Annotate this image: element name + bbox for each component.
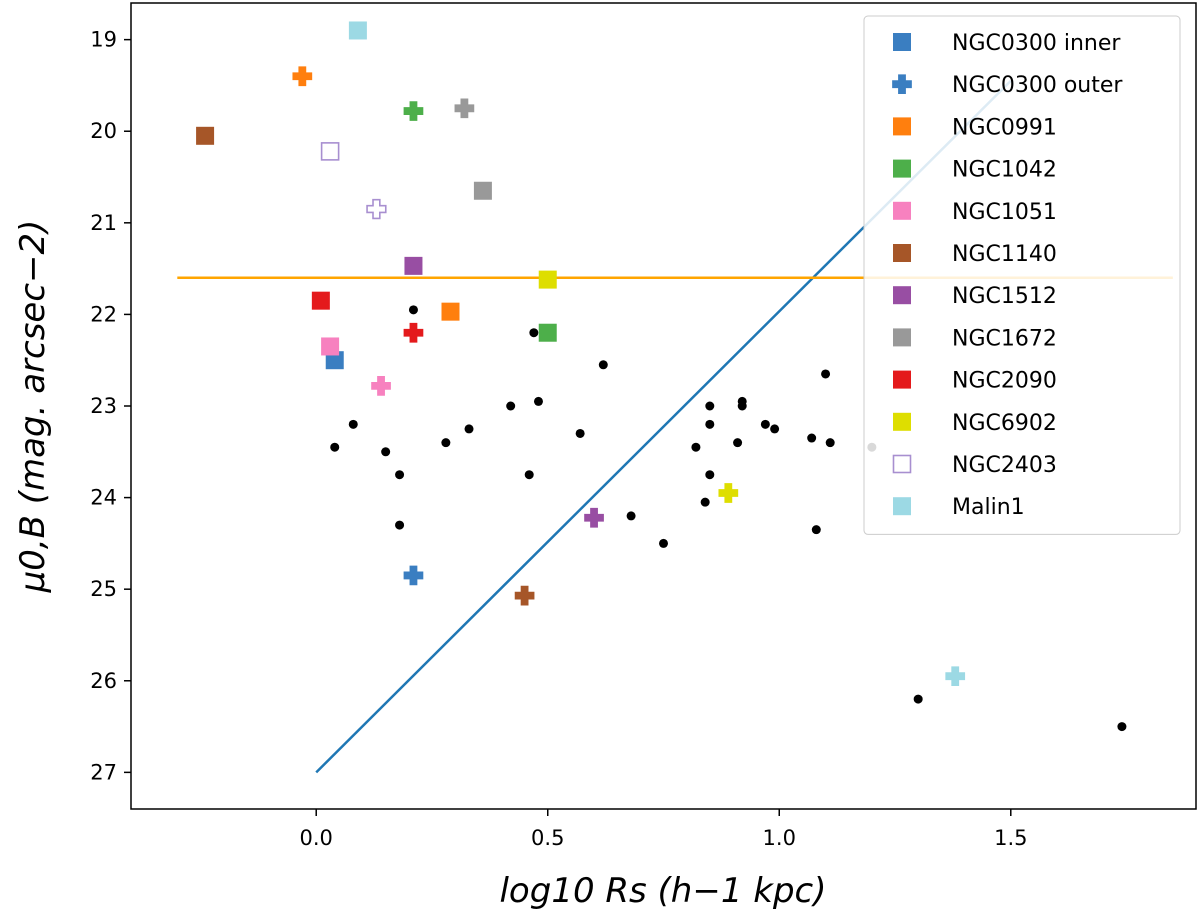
y-tick-label: 22 bbox=[90, 302, 117, 326]
legend-marker bbox=[893, 117, 911, 136]
black-point bbox=[770, 424, 780, 434]
legend-label: NGC1051 bbox=[952, 200, 1057, 225]
black-point bbox=[825, 438, 835, 448]
legend-marker bbox=[893, 244, 911, 262]
x-axis-label: log10 Rs (h−1 kpc) bbox=[499, 871, 826, 911]
galaxy-marker-square bbox=[348, 21, 367, 40]
black-point bbox=[705, 419, 715, 429]
legend-marker bbox=[893, 497, 911, 516]
galaxy-marker-plus bbox=[403, 322, 424, 343]
legend-marker bbox=[892, 74, 912, 95]
black-point bbox=[733, 438, 743, 448]
black-point bbox=[737, 401, 747, 411]
black-point bbox=[575, 428, 585, 438]
legend-marker bbox=[893, 370, 911, 389]
legend-label: NGC6902 bbox=[952, 411, 1057, 436]
legend-marker bbox=[893, 201, 911, 220]
x-tick-label: 1.0 bbox=[763, 826, 796, 850]
galaxy-marker-plus bbox=[945, 666, 966, 687]
black-point bbox=[705, 470, 715, 480]
legend-marker bbox=[893, 286, 911, 305]
black-point bbox=[395, 470, 405, 480]
legend-label: NGC2090 bbox=[952, 369, 1057, 394]
black-point bbox=[760, 419, 770, 429]
black-point bbox=[700, 497, 710, 507]
galaxy-marker-plus bbox=[584, 507, 604, 528]
x-tick-label: 0.5 bbox=[531, 826, 564, 850]
galaxy-marker-square bbox=[441, 302, 460, 321]
y-tick-label: 19 bbox=[90, 28, 117, 52]
galaxy-marker-square bbox=[320, 142, 340, 161]
galaxy-marker-square bbox=[538, 323, 557, 342]
legend-label: NGC1512 bbox=[952, 284, 1057, 309]
data-points bbox=[330, 305, 1127, 732]
galaxy-marker-plus bbox=[366, 198, 387, 220]
black-point bbox=[381, 447, 391, 457]
y-tick-label: 25 bbox=[90, 577, 117, 601]
legend-marker bbox=[893, 33, 911, 51]
black-point bbox=[807, 433, 817, 443]
y-tick-label: 21 bbox=[90, 211, 117, 235]
legend-label: NGC1042 bbox=[952, 158, 1057, 183]
galaxy-marker-square bbox=[311, 291, 330, 310]
galaxy-marker-plus bbox=[454, 98, 475, 119]
black-point bbox=[330, 442, 340, 452]
galaxy-marker-plus bbox=[292, 66, 313, 87]
legend-box bbox=[863, 15, 1181, 535]
black-point bbox=[348, 419, 358, 429]
black-point bbox=[506, 401, 516, 411]
black-point bbox=[691, 442, 701, 452]
y-tick-label: 26 bbox=[90, 669, 117, 693]
legend-label: NGC0300 outer bbox=[952, 73, 1123, 98]
legend-marker bbox=[892, 454, 912, 474]
galaxy-marker-plus bbox=[371, 376, 391, 396]
galaxy-marker-plus bbox=[718, 483, 739, 503]
legend-label: NGC0300 inner bbox=[952, 31, 1121, 56]
legend-marker bbox=[893, 159, 911, 178]
black-point bbox=[533, 396, 543, 406]
galaxy-markers bbox=[196, 21, 966, 687]
galaxy-marker-square bbox=[473, 181, 492, 200]
black-point bbox=[821, 369, 831, 379]
legend-label: Malin1 bbox=[952, 495, 1025, 520]
x-tick-label: 0.0 bbox=[300, 826, 333, 850]
black-point bbox=[441, 438, 451, 448]
galaxy-marker-square bbox=[538, 270, 557, 289]
legend-label: NGC0991 bbox=[952, 115, 1057, 140]
black-point bbox=[598, 360, 608, 370]
galaxy-marker-square bbox=[404, 256, 423, 275]
legend-label: NGC1672 bbox=[952, 326, 1057, 351]
galaxy-marker-plus bbox=[514, 585, 535, 606]
black-point bbox=[408, 305, 418, 315]
black-point bbox=[1117, 722, 1127, 732]
legend-label: NGC1140 bbox=[952, 242, 1057, 267]
x-axis-ticks: 0.0 0.5 1.0 1.5 bbox=[300, 809, 1027, 850]
black-point bbox=[705, 401, 715, 411]
black-point bbox=[913, 694, 923, 704]
legend: NGC0300 inner NGC0300 outer NGC0991 NGC1042… bbox=[863, 15, 1181, 535]
legend-label: NGC2403 bbox=[952, 453, 1057, 478]
y-axis-ticks: 19 20 21 22 23 24 25 26 27 bbox=[90, 28, 131, 784]
y-axis-label: μ0,B (mag. arcsec−2) bbox=[13, 220, 53, 594]
galaxy-marker-square bbox=[196, 126, 215, 145]
galaxy-marker-plus bbox=[403, 101, 424, 121]
black-point bbox=[626, 511, 636, 521]
black-point bbox=[529, 328, 539, 338]
galaxy-marker-square bbox=[321, 337, 340, 356]
y-tick-label: 27 bbox=[90, 760, 117, 784]
black-point bbox=[811, 525, 821, 535]
y-tick-label: 24 bbox=[90, 486, 117, 510]
galaxy-marker-plus bbox=[403, 565, 424, 586]
legend-marker bbox=[893, 328, 911, 347]
black-point bbox=[464, 424, 474, 434]
black-point bbox=[395, 520, 405, 530]
x-tick-label: 1.5 bbox=[994, 826, 1027, 850]
black-point bbox=[524, 470, 534, 480]
legend-marker bbox=[893, 412, 911, 431]
y-tick-label: 20 bbox=[90, 119, 117, 143]
y-tick-label: 23 bbox=[90, 394, 117, 418]
black-point bbox=[659, 538, 668, 548]
